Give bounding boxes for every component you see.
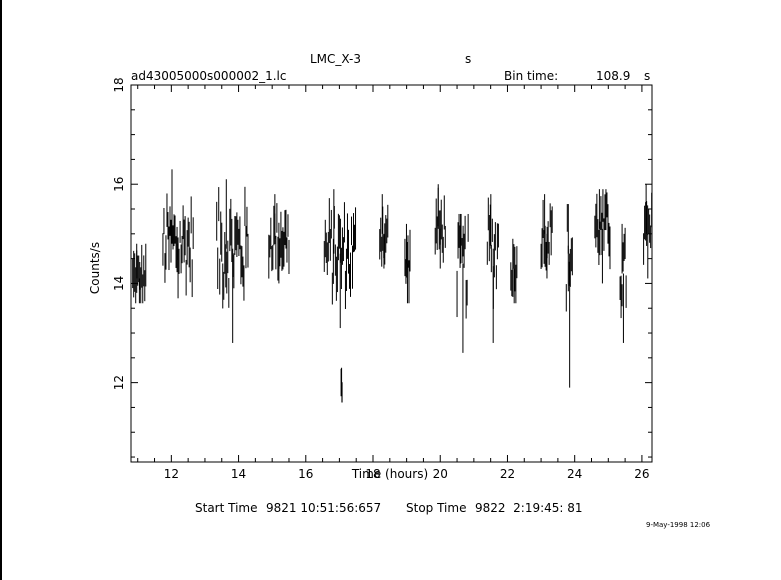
data-segment [268, 194, 290, 284]
data-segment [594, 189, 611, 284]
start-time-label: Start Time [195, 501, 258, 515]
x-tick-label: 26 [634, 467, 649, 481]
data-segment [379, 194, 389, 269]
file-name: ad43005000s000002_1.lc [131, 69, 287, 83]
data-segment [540, 194, 553, 279]
data-segment [340, 367, 343, 403]
data-series [132, 169, 653, 403]
x-tick-label: 24 [567, 467, 582, 481]
plot-frame [130, 84, 653, 463]
data-segment [456, 213, 469, 353]
source-name: LMC_X-3 [310, 52, 362, 66]
data-segment [162, 169, 194, 299]
bin-time-value: 108.9 [596, 69, 631, 83]
y-tick-label: 18 [112, 77, 126, 92]
data-segment [619, 223, 627, 343]
data-segment [486, 194, 499, 343]
x-axis-label: Time (hours) [351, 467, 428, 481]
source-unit: s [465, 52, 472, 66]
data-segment [643, 184, 653, 279]
x-tick-label: 20 [433, 467, 448, 481]
stop-time-value: 9822 2:19:45: 81 [475, 501, 583, 515]
x-tick-label: 12 [164, 467, 179, 481]
data-segment [510, 238, 518, 304]
y-tick-label: 16 [112, 177, 126, 192]
data-segment [132, 243, 147, 304]
x-tick-label: 22 [500, 467, 515, 481]
data-segment [323, 189, 357, 329]
bin-time-unit: s [644, 69, 651, 83]
stop-time-label: Stop Time [406, 501, 467, 515]
data-segment [404, 223, 411, 304]
y-axis-label: Counts/s [88, 242, 102, 294]
x-tick-label: 18 [365, 467, 380, 481]
y-tick-label: 12 [112, 375, 126, 390]
plot-border [130, 84, 653, 463]
data-segment [434, 184, 446, 269]
x-tick-labels: 12 14 16 18 20 22 24 26 [164, 467, 650, 481]
data-segment [216, 179, 249, 343]
date-stamp: 9-May-1998 12:06 [646, 521, 711, 529]
start-time-value: 9821 10:51:56:657 [266, 501, 382, 515]
bin-time-label: Bin time: [504, 69, 559, 83]
y-tick-labels: 12 14 16 18 [112, 77, 126, 390]
data-segment [565, 204, 573, 388]
x-tick-label: 16 [298, 467, 313, 481]
y-tick-label: 14 [112, 276, 126, 291]
axis-ticks [131, 84, 652, 462]
window-left-edge [0, 0, 2, 580]
x-tick-label: 14 [231, 467, 246, 481]
